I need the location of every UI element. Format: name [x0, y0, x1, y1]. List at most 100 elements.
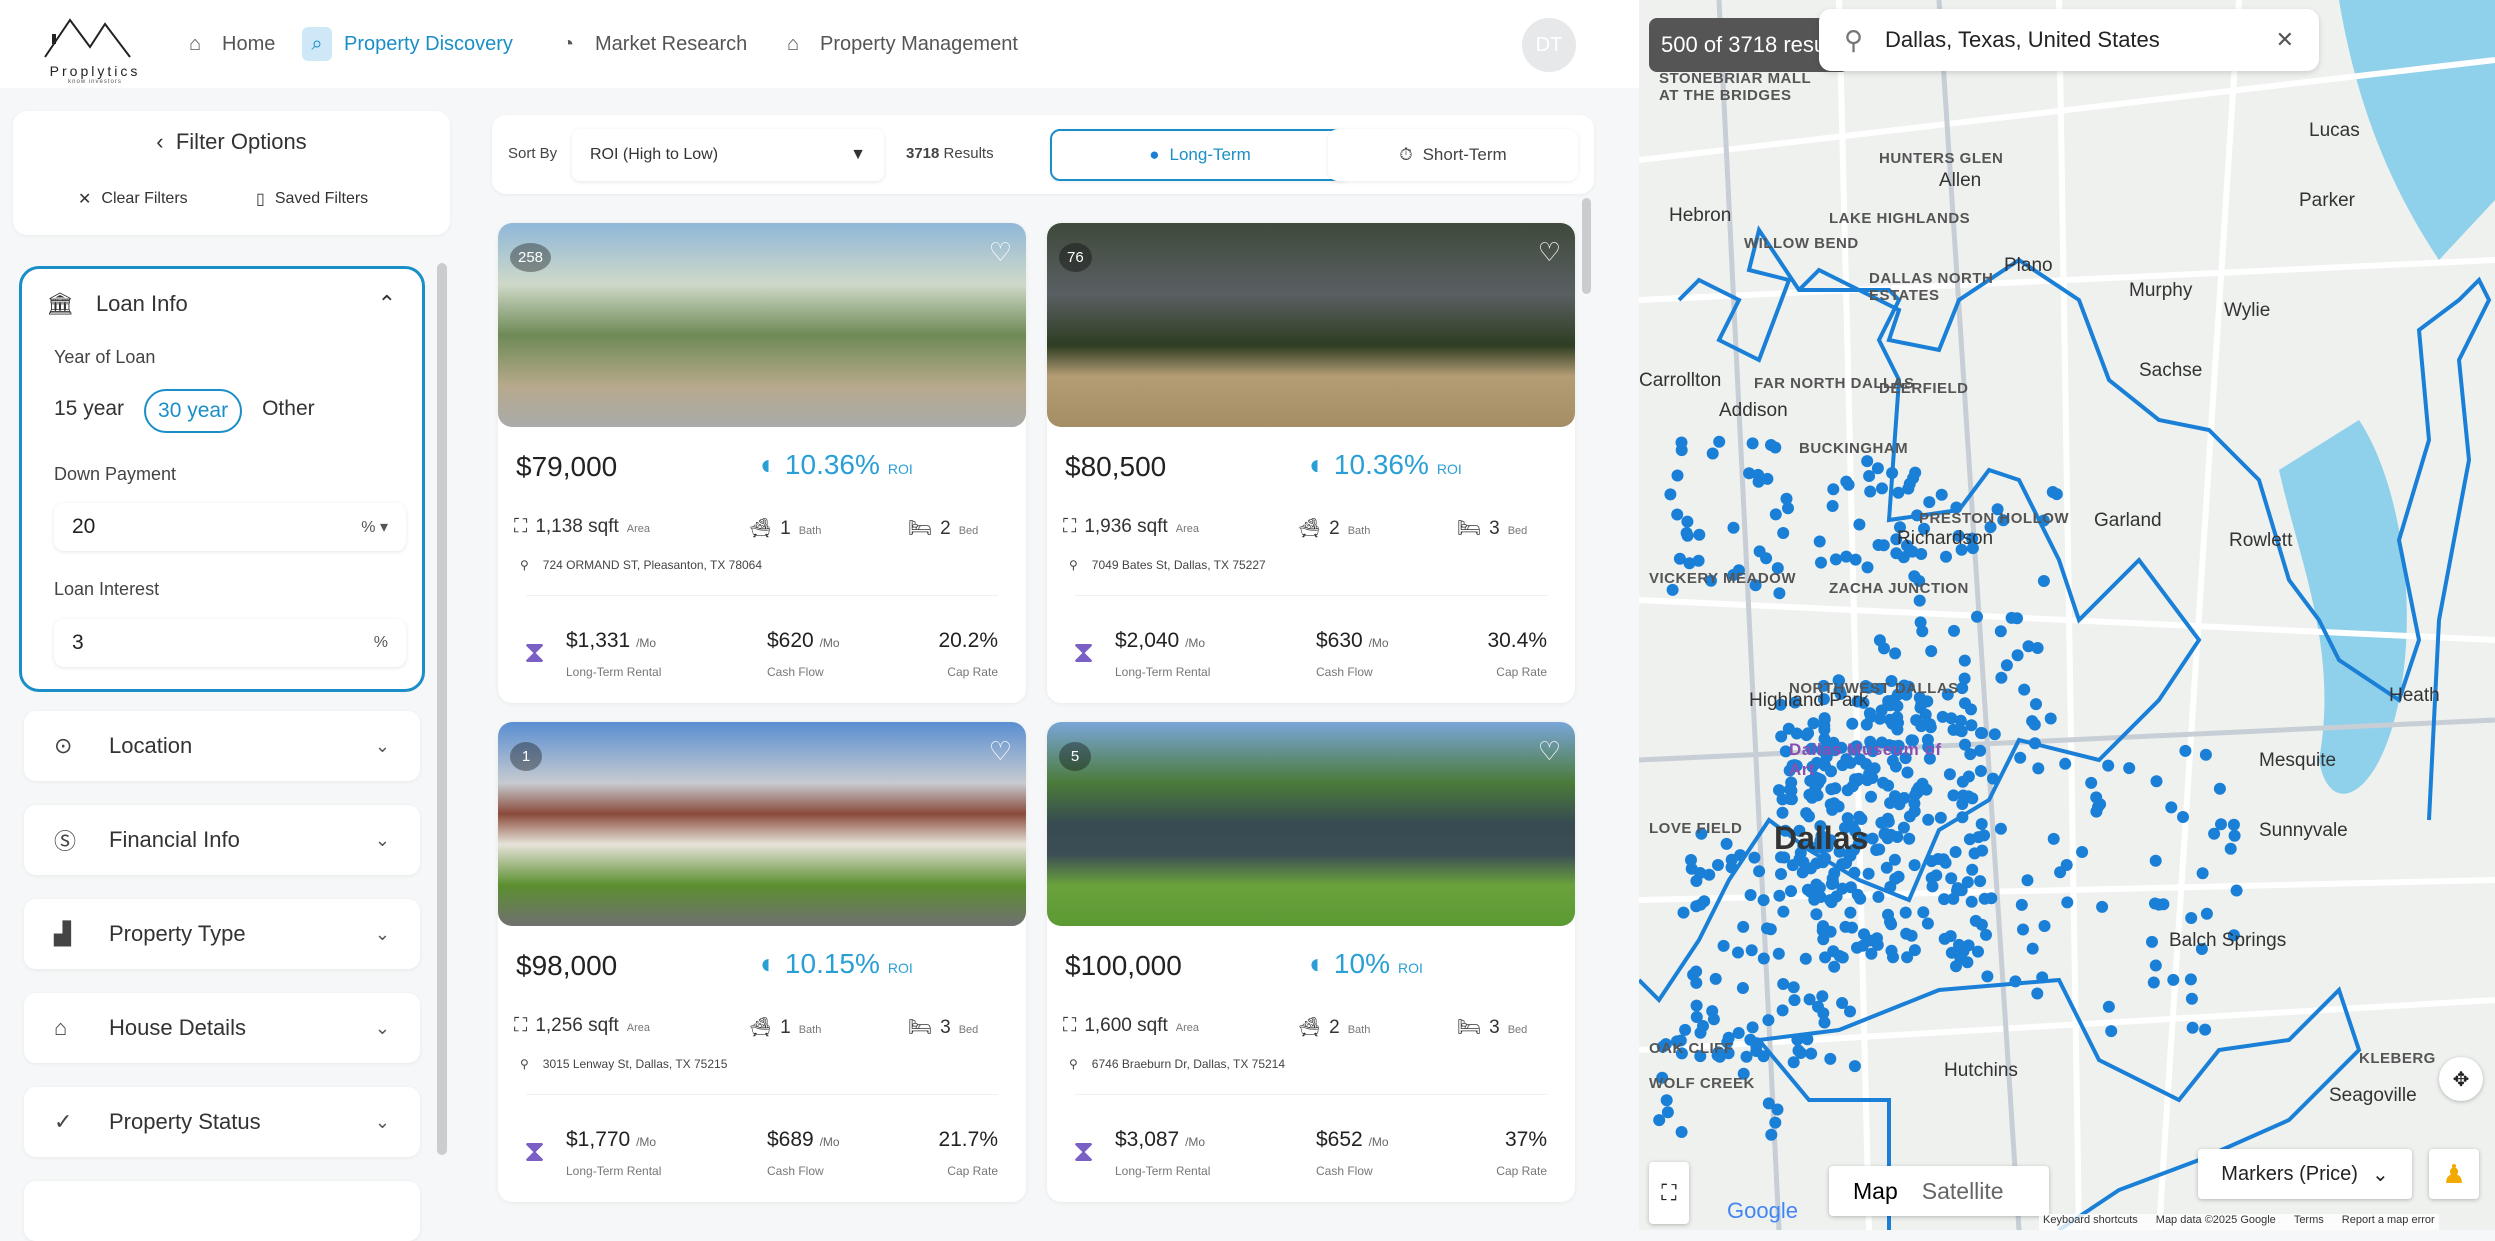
bed-feature: 🛏︎ 3 Bed: [1457, 1015, 1527, 1039]
roi-label: ROI: [1397, 960, 1423, 976]
property-card[interactable]: 76 ♡ $80,500 ◐ 10.36% ROI ⛶ 1,936 sqft Area …: [1047, 223, 1575, 703]
property-marker: [2031, 987, 2044, 1000]
property-marker: [1778, 851, 1791, 864]
property-card[interactable]: 258 ♡ $79,000 ◐ 10.36% ROI ⛶ 1,138 sqft Area…: [498, 223, 1026, 703]
short-term-label: Short-Term: [1422, 145, 1507, 164]
nav-property-management[interactable]: ⌂ Property Management: [778, 26, 1018, 62]
property-marker: [1671, 508, 1684, 521]
property-marker: [2196, 867, 2209, 880]
property-marker: [1890, 547, 1903, 560]
property-photo[interactable]: [498, 722, 1026, 926]
property-marker: [1901, 766, 1914, 779]
short-term-toggle[interactable]: ⏱︎ Short-Term: [1328, 129, 1578, 181]
property-card[interactable]: 5 ♡ $100,000 ◐ 10% ROI ⛶ 1,600 sqft Area 🛁︎ 2…: [1047, 722, 1575, 1202]
favorite-heart-icon[interactable]: ♡: [988, 237, 1012, 267]
markers-select[interactable]: Markers (Price) ⌄: [2198, 1149, 2412, 1199]
property-marker: [1761, 472, 1774, 485]
rental-value: $3,087: [1115, 1128, 1180, 1151]
loan-interest-unit: %: [373, 634, 388, 651]
fullscreen-button[interactable]: ⛶: [1649, 1162, 1689, 1224]
nav-property-discovery[interactable]: ⌕ Property Discovery: [302, 26, 513, 62]
chevron-down-icon: ⌄: [2371, 1163, 2389, 1186]
property-marker: [1956, 798, 1969, 810]
bed-value: 3: [1489, 518, 1500, 539]
filter-options-panel: ‹ Filter Options ✕ Clear Filters ▯ Saved F…: [13, 111, 450, 235]
property-marker: [1892, 486, 1905, 499]
down-payment-input[interactable]: 20% ▾: [54, 503, 406, 551]
property-marker: [1906, 734, 1919, 747]
property-marker: [1695, 827, 1708, 840]
property-marker: [1771, 562, 1784, 575]
property-marker: [1833, 674, 1846, 687]
report-error-link[interactable]: Report a map error: [2341, 1214, 2435, 1226]
loan-interest-input[interactable]: 3%: [54, 619, 406, 667]
map-area-label: Lake Highlands: [1829, 210, 1971, 227]
map-search-input[interactable]: ⚲ Dallas, Texas, United States ✕: [1819, 9, 2319, 71]
property-marker: [1924, 721, 1937, 734]
property-photo[interactable]: [1047, 722, 1575, 926]
filter-options-back[interactable]: ‹ Filter Options: [13, 129, 450, 155]
nav-market-research[interactable]: ◔ Market Research: [553, 26, 747, 62]
house-gear-icon: ⌂: [786, 32, 800, 55]
bed-value: 2: [940, 518, 951, 539]
bath-feature: 🛁︎ 2 Bath: [1297, 516, 1370, 540]
address: ⚲ 7049 Bates St, Dallas, TX 75227: [1069, 558, 1266, 572]
property-photo[interactable]: [498, 223, 1026, 427]
map-type-map[interactable]: Map: [1853, 1177, 1898, 1204]
map[interactable]: Plano Garland Dallas Richardson Mesquite Addi…: [1639, 0, 2495, 1230]
pegman-icon[interactable]: ♟: [2429, 1149, 2479, 1199]
property-marker: [1746, 1021, 1759, 1034]
property-marker: [1965, 895, 1978, 908]
roi-icon: ◐: [1309, 948, 1326, 979]
recenter-button[interactable]: ✥: [2439, 1057, 2483, 1101]
filter-property-type[interactable]: ▟ Property Type ⌄: [24, 899, 420, 969]
property-marker: [1760, 552, 1773, 565]
property-photo[interactable]: [1047, 223, 1575, 427]
avatar[interactable]: DT: [1522, 18, 1576, 72]
year-option-30[interactable]: 30 year: [144, 389, 243, 433]
property-marker: [1923, 752, 1936, 765]
property-marker: [1773, 587, 1786, 600]
property-marker: [1826, 500, 1839, 512]
results-scrollbar[interactable]: [1582, 198, 1591, 294]
property-marker: [2185, 992, 2198, 1005]
property-card[interactable]: 1 ♡ $98,000 ◐ 10.15% ROI ⛶ 1,256 sqft Area 🛁…: [498, 722, 1026, 1202]
property-marker: [1972, 945, 1984, 958]
property-marker: [1925, 872, 1938, 884]
address-text: 6746 Braeburn Dr, Dallas, TX 75214: [1091, 1057, 1286, 1071]
year-option-other[interactable]: Other: [262, 397, 315, 420]
long-term-toggle[interactable]: ● Long-Term: [1050, 129, 1350, 181]
filter-location[interactable]: ⊙ Location ⌄: [24, 711, 420, 781]
property-marker: [1909, 466, 1922, 479]
property-marker: [1693, 528, 1706, 541]
saved-filters-button[interactable]: ▯ Saved Filters: [256, 189, 368, 209]
clear-search-icon[interactable]: ✕: [2275, 27, 2294, 52]
favorite-heart-icon[interactable]: ♡: [988, 736, 1012, 766]
roi-label: ROI: [887, 960, 913, 976]
favorite-heart-icon[interactable]: ♡: [1537, 736, 1561, 766]
clear-filters-button[interactable]: ✕ Clear Filters: [78, 189, 188, 209]
property-marker: [2195, 943, 2208, 955]
logo[interactable]: Proplytics know investors: [30, 12, 160, 85]
loan-info-header[interactable]: 🏛︎ Loan Info ⌃: [46, 291, 396, 317]
keyboard-shortcuts-link[interactable]: Keyboard shortcuts: [2043, 1214, 2138, 1226]
filter-financial-info[interactable]: Ⓢ Financial Info ⌄: [24, 805, 420, 875]
property-marker: [1787, 1056, 1800, 1069]
map-canvas[interactable]: [1639, 0, 2495, 1230]
map-type-satellite[interactable]: Satellite: [1921, 1177, 2004, 1204]
year-option-15[interactable]: 15 year: [54, 397, 125, 420]
terms-link[interactable]: Terms: [2293, 1214, 2324, 1226]
property-marker: [1871, 932, 1883, 945]
nav-home[interactable]: ⌂ Home: [180, 26, 275, 62]
results-on-map-badge: 500 of 3718 results: [1649, 18, 1849, 72]
property-marker: [1776, 1004, 1789, 1017]
filter-house-details[interactable]: ⌂ House Details ⌄: [24, 993, 420, 1063]
filter-more[interactable]: [24, 1181, 420, 1241]
favorite-heart-icon[interactable]: ♡: [1537, 237, 1561, 267]
filter-scrollbar[interactable]: [437, 263, 447, 1155]
sort-select[interactable]: ROI (High to Low) ▼: [572, 129, 884, 181]
down-payment-value: 20: [72, 515, 96, 538]
property-marker: [1840, 475, 1853, 488]
down-payment-unit[interactable]: %: [361, 519, 376, 536]
filter-property-status[interactable]: ✓ Property Status ⌄: [24, 1087, 420, 1157]
